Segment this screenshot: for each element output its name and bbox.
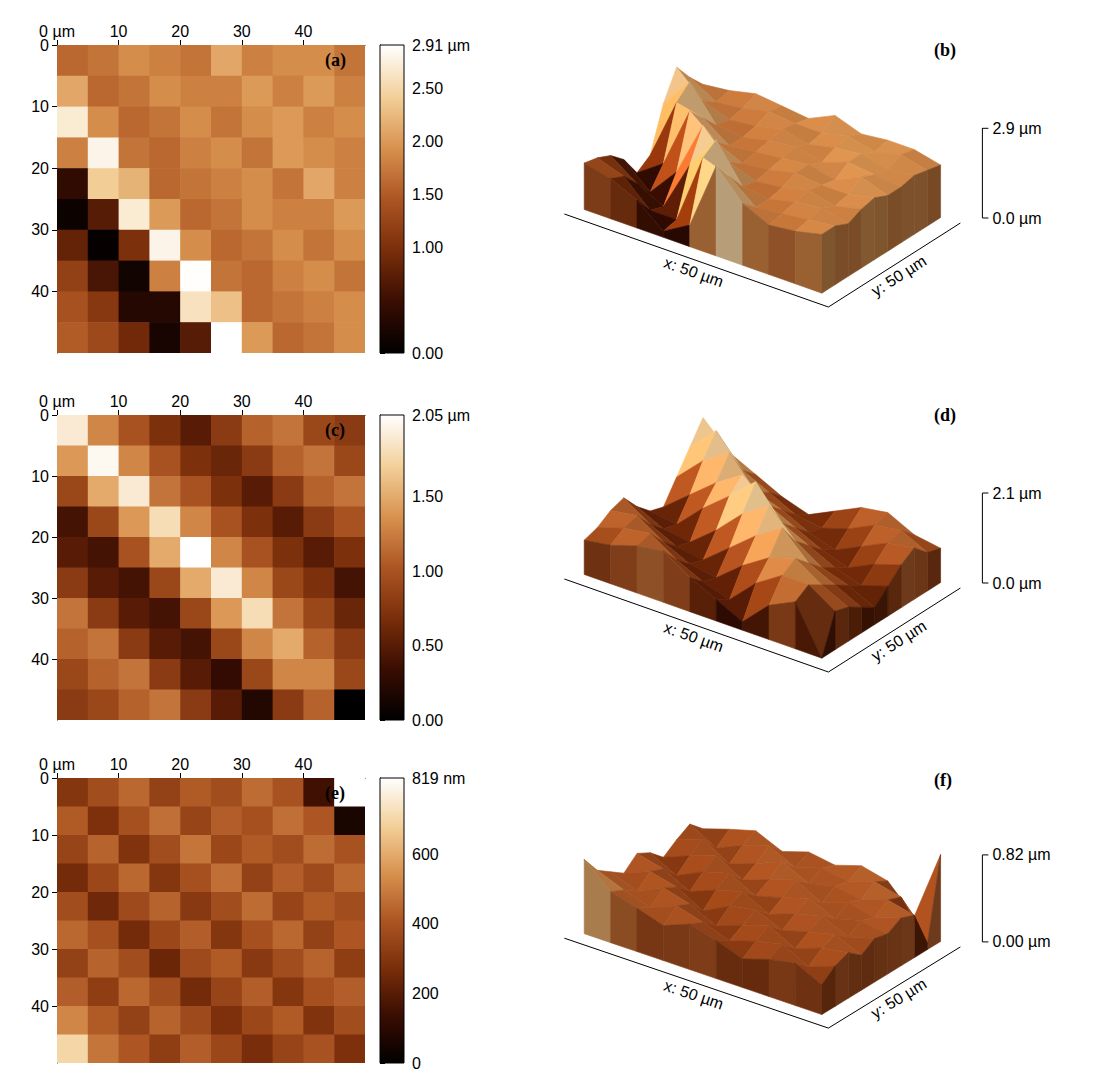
svg-text:(e): (e)	[325, 783, 345, 804]
svg-text:40: 40	[295, 756, 313, 773]
svg-text:0 µm: 0 µm	[39, 756, 75, 773]
svg-text:0 µm: 0 µm	[39, 23, 75, 40]
svg-text:400: 400	[412, 915, 439, 932]
svg-text:2.1 µm: 2.1 µm	[992, 485, 1041, 502]
svg-text:y: 50 µm: y: 50 µm	[868, 975, 929, 1022]
svg-text:20: 20	[171, 393, 189, 410]
svg-text:1.50: 1.50	[412, 186, 443, 203]
svg-text:20: 20	[31, 884, 49, 901]
svg-text:30: 30	[31, 941, 49, 958]
svg-text:30: 30	[233, 23, 251, 40]
svg-text:819 nm: 819 nm	[412, 770, 465, 787]
svg-text:2.50: 2.50	[412, 80, 443, 97]
svg-text:40: 40	[295, 23, 313, 40]
svg-text:30: 30	[233, 393, 251, 410]
svg-text:2.9 µm: 2.9 µm	[992, 120, 1041, 137]
svg-text:20: 20	[31, 529, 49, 546]
svg-text:40: 40	[295, 393, 313, 410]
svg-text:1.00: 1.00	[412, 563, 443, 580]
svg-text:600: 600	[412, 846, 439, 863]
svg-text:40: 40	[31, 651, 49, 668]
svg-text:2.05 µm: 2.05 µm	[412, 407, 470, 424]
svg-text:20: 20	[31, 160, 49, 177]
svg-text:x: 50 µm: x: 50 µm	[662, 619, 726, 656]
svg-text:40: 40	[31, 283, 49, 300]
svg-text:(c): (c)	[325, 420, 345, 441]
svg-text:0.0 µm: 0.0 µm	[992, 575, 1041, 592]
svg-text:x: 50 µm: x: 50 µm	[662, 254, 726, 291]
svg-text:20: 20	[171, 23, 189, 40]
svg-text:10: 10	[31, 468, 49, 485]
svg-text:200: 200	[412, 985, 439, 1002]
svg-text:0.00 µm: 0.00 µm	[992, 933, 1050, 950]
svg-text:0.00: 0.00	[412, 712, 443, 729]
svg-text:0.00: 0.00	[412, 345, 443, 362]
svg-text:0: 0	[40, 36, 49, 54]
svg-text:10: 10	[31, 98, 49, 115]
svg-text:0: 0	[412, 1055, 421, 1072]
svg-text:10: 10	[110, 756, 128, 773]
svg-text:(d): (d)	[934, 405, 956, 426]
svg-text:0.50: 0.50	[412, 637, 443, 654]
svg-text:0: 0	[40, 769, 49, 787]
svg-text:2.00: 2.00	[412, 133, 443, 150]
svg-text:1.50: 1.50	[412, 488, 443, 505]
svg-text:2.91 µm: 2.91 µm	[412, 37, 470, 54]
svg-text:0: 0	[40, 406, 49, 424]
svg-text:30: 30	[233, 756, 251, 773]
svg-text:y: 50 µm: y: 50 µm	[868, 617, 929, 664]
svg-text:10: 10	[31, 827, 49, 844]
svg-text:0 µm: 0 µm	[39, 393, 75, 410]
svg-text:(a): (a)	[325, 50, 346, 71]
svg-text:30: 30	[31, 590, 49, 607]
svg-text:(b): (b)	[934, 40, 956, 61]
svg-text:10: 10	[110, 393, 128, 410]
svg-text:(f): (f)	[934, 770, 952, 791]
svg-text:30: 30	[31, 221, 49, 238]
svg-text:40: 40	[31, 998, 49, 1015]
svg-text:1.00: 1.00	[412, 239, 443, 256]
svg-text:20: 20	[171, 756, 189, 773]
svg-text:0.82 µm: 0.82 µm	[992, 846, 1050, 863]
svg-text:0.0 µm: 0.0 µm	[992, 210, 1041, 227]
svg-text:10: 10	[110, 23, 128, 40]
svg-text:y: 50 µm: y: 50 µm	[868, 252, 929, 299]
svg-text:x: 50 µm: x: 50 µm	[662, 977, 726, 1013]
